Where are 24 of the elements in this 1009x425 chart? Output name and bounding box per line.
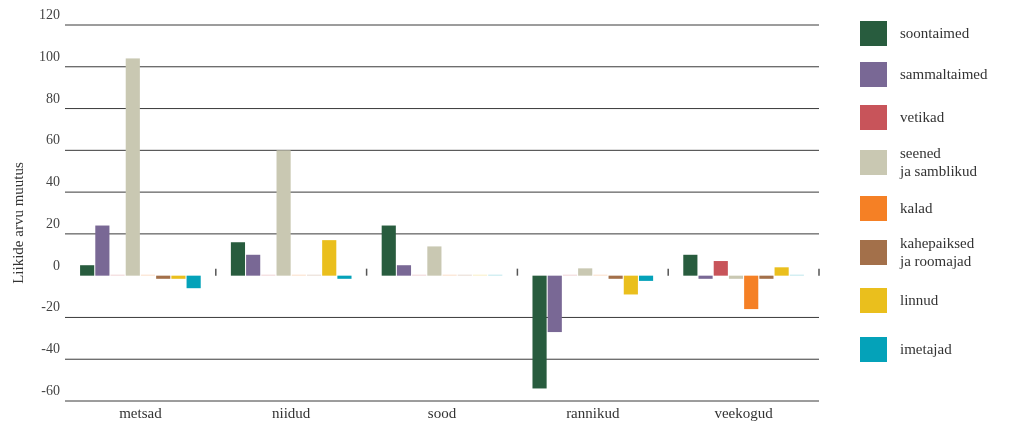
y-tick-label: 120	[39, 7, 60, 22]
y-axis-title: Liikide arvu muutus	[10, 162, 26, 284]
y-tick-label: -60	[41, 383, 60, 398]
y-tick-label: 80	[46, 90, 60, 106]
y-tick-label: 0	[53, 257, 60, 273]
legend-label: linnud	[900, 292, 939, 308]
legend-label: seened ja samblikud	[899, 145, 978, 179]
legend-label: imetajad	[900, 341, 953, 357]
y-tick-label: -40	[41, 341, 60, 357]
x-tick-label: niidud	[272, 405, 311, 421]
legend-label: kahepaiksed ja roomajad	[899, 235, 975, 269]
legend-label: sammaltaimed	[900, 66, 988, 82]
x-tick-label: rannikud	[566, 405, 620, 421]
x-tick-label: metsad	[119, 405, 163, 421]
legend-label: soontaimed	[900, 25, 970, 41]
y-tick-label: 40	[46, 174, 60, 190]
y-tick-label: 60	[46, 132, 60, 148]
legend-label: vetikad	[900, 109, 945, 125]
y-tick-label: 20	[46, 215, 60, 231]
y-tick-label: -20	[41, 299, 60, 315]
legend-label: kalad	[900, 200, 933, 216]
y-tick-label: 100	[39, 48, 60, 64]
x-tick-label: sood	[427, 405, 457, 421]
x-tick-label: veekogud	[714, 405, 774, 421]
